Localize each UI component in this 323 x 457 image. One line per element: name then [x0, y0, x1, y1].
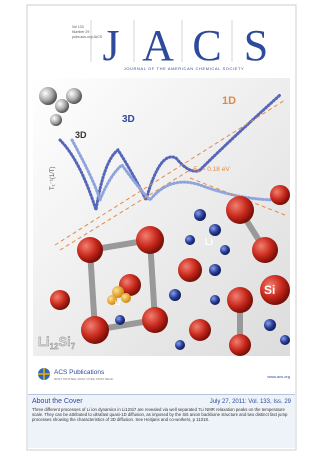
about-title: About the Cover [32, 398, 83, 405]
formula-part: Li [38, 334, 50, 349]
issue-line: Vol 133 [72, 25, 84, 29]
jacs-letter: C [192, 21, 221, 70]
label-3d: 3D [75, 130, 87, 140]
energy-value: = 0.18 eV [200, 166, 230, 173]
jacs-letter: S [244, 21, 268, 70]
cover: Vol 133 Number 29 pubs.acs.org/JACS J A … [0, 0, 323, 457]
page: Vol 133 Number 29 pubs.acs.org/JACS J A … [0, 0, 323, 457]
si-label: Si [264, 283, 275, 297]
issue-line: pubs.acs.org/JACS [72, 35, 103, 39]
about-box: About the Cover July 27, 2011: Vol. 133,… [28, 394, 295, 448]
tagline: MOST TRUSTED. MOST CITED. MOST READ. [54, 377, 114, 381]
acs-logo [38, 368, 50, 380]
about-text: Three different processes of Li ion dyna… [32, 407, 291, 423]
formula-part: 7 [71, 342, 76, 351]
li-label: Li [205, 237, 213, 247]
about-head: About the Cover July 27, 2011: Vol. 133,… [32, 398, 291, 405]
label-3d: 3D [122, 114, 135, 125]
publisher: ACS Publications [54, 369, 105, 376]
label-1d: 1D [222, 95, 236, 107]
jacs-letter: J [102, 21, 119, 70]
url: www.acs.org [267, 374, 290, 379]
issue-line: Number 29 [72, 30, 89, 34]
jacs-letter: A [142, 21, 174, 70]
axis-label: T₁⁻¹(1/T) [50, 166, 56, 190]
journal-name: JOURNAL OF THE AMERICAN CHEMICAL SOCIETY [124, 66, 245, 71]
about-date: July 27, 2011: Vol. 133, Iss. 29 [210, 399, 291, 405]
formula-part: Si [58, 334, 70, 349]
li-label: Li [115, 301, 121, 307]
